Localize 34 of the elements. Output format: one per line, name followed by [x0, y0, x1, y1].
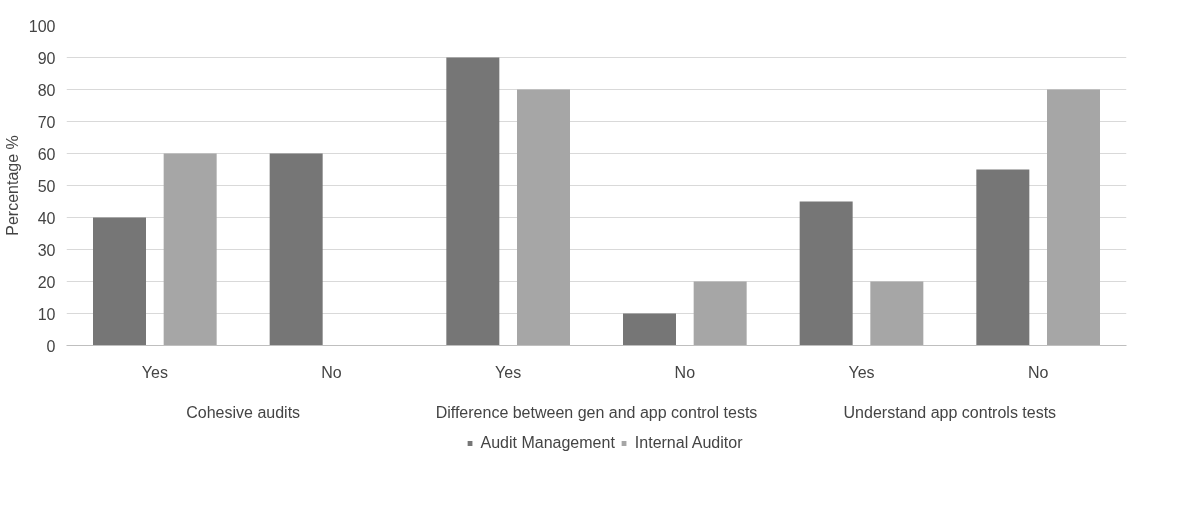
- legend-label: Internal Auditor: [634, 434, 743, 452]
- x-tick-label: No: [674, 363, 696, 381]
- y-tick-label: 70: [37, 113, 56, 131]
- text: Cohesive audits: [186, 403, 301, 421]
- text: Difference between gen and app control tests: [435, 403, 758, 421]
- x-tick-label: Yes: [141, 363, 168, 381]
- y-axis-title: Percentage %: [3, 135, 21, 236]
- bar: [693, 281, 747, 346]
- bar: [870, 281, 924, 346]
- legend-label: Audit Management: [480, 434, 615, 452]
- x-tick-label: No: [321, 363, 342, 381]
- bar: [163, 153, 217, 346]
- y-tick-label: 60: [37, 145, 56, 163]
- y-tick-label: 40: [37, 209, 56, 227]
- y-tick-label: 80: [37, 81, 56, 99]
- text: Understand app controls tests: [843, 403, 1057, 421]
- y-tick-label: 90: [37, 49, 56, 67]
- bar: [623, 313, 676, 346]
- y-tick-label: 50: [37, 177, 56, 195]
- y-tick-label: 100: [28, 17, 56, 35]
- bar: [1047, 89, 1100, 346]
- y-tick-label: 10: [37, 305, 56, 323]
- bar: [799, 201, 853, 346]
- bar: [517, 89, 570, 346]
- x-tick-label: Yes: [848, 363, 875, 381]
- bar: [976, 169, 1030, 346]
- bar: [269, 153, 323, 346]
- y-tick-label: 0: [46, 337, 56, 355]
- bar: [93, 217, 146, 346]
- bar: [446, 57, 500, 346]
- y-tick-label: 30: [37, 241, 56, 259]
- x-tick-label: Yes: [495, 363, 522, 381]
- x-tick-label: No: [1027, 363, 1049, 381]
- y-tick-label: 20: [37, 273, 56, 291]
